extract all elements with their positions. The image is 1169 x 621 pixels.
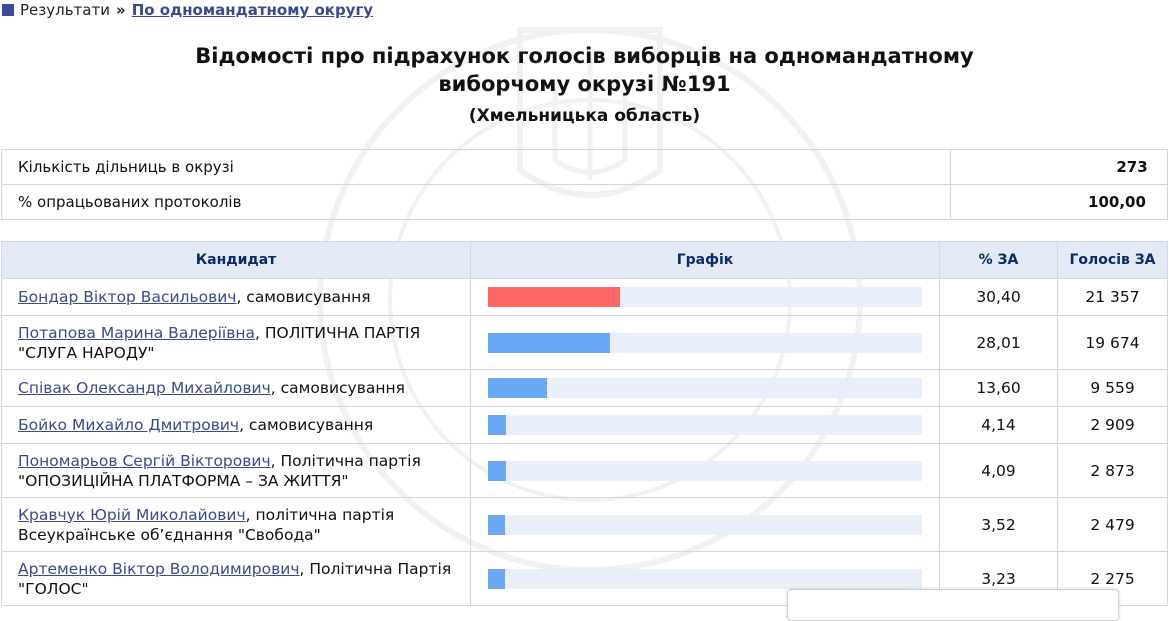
vote-bar-track [488,332,922,353]
breadcrumb-current-link[interactable]: По одномандатному округу [131,1,374,19]
vote-bar-fill [488,568,506,589]
candidate-name-link[interactable]: Артеменко Віктор Володимирович [18,559,300,578]
summary-row-processed: % опрацьованих протоколів 100,00 [1,184,1168,220]
page-title-line-2: виборчому окрузі №191 [438,72,731,96]
vote-bar-fill [488,460,506,481]
candidate-row: Бойко Михайло Дмитрович, самовисування 4,… [1,406,1168,444]
chart-cell [470,369,940,407]
vote-bar-fill [488,514,506,535]
candidate-party: , самовисування [270,379,405,397]
breadcrumb-separator: » [115,1,126,19]
vote-bar-fill [488,378,547,398]
vote-bar-fill [488,287,620,307]
candidate-name-link[interactable]: Співак Олександр Михайлович [18,379,271,397]
candidate-cell: Кравчук Юрій Миколайович, політична парт… [1,497,471,552]
chart-cell [470,551,940,606]
region-subtitle: (Хмельницька область) [468,106,701,126]
percent-cell: 28,01 [939,315,1058,370]
candidate-party: , самовисування [239,416,374,434]
results-header-row: Кандидат Графік % ЗА Голосів ЗА [1,241,1168,279]
candidate-cell: Пономарьов Сергій Вікторович, Політична … [1,443,471,498]
results-table: Кандидат Графік % ЗА Голосів ЗА Бондар В… [1,241,1168,606]
candidate-party: , Політична партія "ОПОЗИЦІЙНА ПЛАТФОРМА… [18,451,421,490]
vote-bar-track [488,568,922,589]
page-title-line-1: Відомості про підрахунок голосів виборці… [195,44,974,68]
processed-value: 100,00 [1088,193,1146,211]
candidate-name-link[interactable]: Потапова Марина Валеріївна [18,323,255,342]
header-percent[interactable]: % ЗА [939,241,1058,279]
vote-bar-fill [488,415,506,435]
percent-cell: 13,60 [939,369,1058,407]
processed-label: % опрацьованих протоколів [1,184,951,220]
summary-row-precincts: Кількість дільниць в окрузі 273 [1,149,1168,185]
header-chart: Графік [470,241,940,279]
chart-cell [470,443,940,498]
votes-cell: 2 873 [1057,443,1168,498]
percent-cell: 30,40 [939,278,1058,316]
breadcrumb: Результати » По одномандатному округу [0,0,373,20]
votes-cell: 19 674 [1057,315,1168,370]
candidate-name-link[interactable]: Пономарьов Сергій Вікторович [18,451,271,470]
vote-bar-fill [488,332,610,353]
vote-bar-track [488,514,922,535]
precincts-label: Кількість дільниць в окрузі [1,149,951,185]
percent-cell: 4,14 [939,406,1058,444]
candidate-cell: Потапова Марина Валеріївна, ПОЛІТИЧНА ПА… [1,315,471,370]
votes-cell: 9 559 [1057,369,1168,407]
percent-cell: 4,09 [939,443,1058,498]
candidate-cell: Бойко Михайло Дмитрович, самовисування [1,406,471,444]
page-title: Відомості про підрахунок голосів виборці… [0,42,1169,98]
candidate-cell: Співак Олександр Михайлович, самовисуван… [1,369,471,407]
results-body: Бондар Віктор Васильович, самовисування 3… [1,278,1168,606]
breadcrumb-results-link[interactable]: Результати [20,1,110,19]
vote-bar-track [488,460,922,481]
precincts-value-cell: 273 [950,149,1168,185]
chart-cell [470,497,940,552]
header-votes[interactable]: Голосів ЗА [1057,241,1168,279]
candidate-party: , ПОЛІТИЧНА ПАРТІЯ "СЛУГА НАРОДУ" [18,323,421,362]
votes-cell: 2 479 [1057,497,1168,552]
candidate-name-link[interactable]: Бондар Віктор Васильович [18,288,237,306]
candidate-party: , самовисування [236,288,371,306]
header-candidate[interactable]: Кандидат [1,241,471,279]
candidate-row: Співак Олександр Михайлович, самовисуван… [1,369,1168,407]
candidate-cell: Артеменко Віктор Володимирович, Політичн… [1,551,471,606]
vote-bar-track [488,287,922,307]
chart-cell [470,315,940,370]
candidate-party: , політична партія Всеукраїнське об’єдна… [18,505,395,544]
precincts-value: 273 [1116,158,1148,176]
candidate-row: Пономарьов Сергій Вікторович, Політична … [1,443,1168,498]
candidate-cell: Бондар Віктор Васильович, самовисування [1,278,471,316]
popup-panel [787,589,1119,621]
chart-cell [470,278,940,316]
breadcrumb-square-icon [2,4,14,16]
chart-cell [470,406,940,444]
candidate-party: , Політична Партія "ГОЛОС" [18,559,452,598]
candidate-row: Кравчук Юрій Миколайович, політична парт… [1,497,1168,552]
summary-table: Кількість дільниць в окрузі 273 % опраць… [1,149,1168,220]
vote-bar-track [488,378,922,398]
candidate-row: Бондар Віктор Васильович, самовисування 3… [1,278,1168,316]
candidate-name-link[interactable]: Кравчук Юрій Миколайович [18,505,246,524]
processed-value-cell: 100,00 [950,184,1168,220]
percent-cell: 3,52 [939,497,1058,552]
candidate-row: Потапова Марина Валеріївна, ПОЛІТИЧНА ПА… [1,315,1168,370]
votes-cell: 21 357 [1057,278,1168,316]
votes-cell: 2 909 [1057,406,1168,444]
candidate-name-link[interactable]: Бойко Михайло Дмитрович [18,416,240,434]
vote-bar-track [488,415,922,435]
